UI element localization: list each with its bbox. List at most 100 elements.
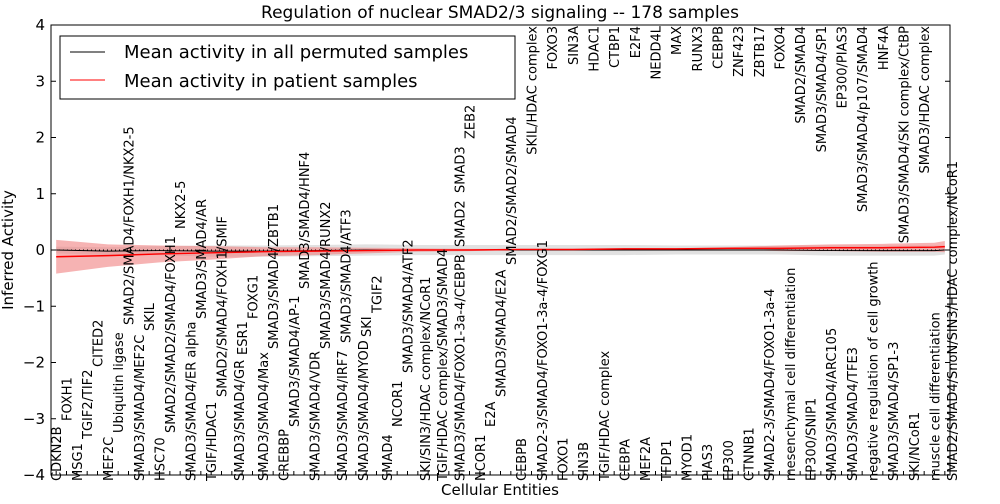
x-tick-label: SMAD3/SMAD4/HNF4 bbox=[298, 152, 313, 289]
y-tick-label: −2 bbox=[23, 354, 45, 372]
x-tick-label: SMAD3/SMAD4/MEF2C bbox=[133, 335, 148, 481]
x-tick-label: HNF4A bbox=[877, 26, 892, 70]
x-tick-label: SMAD3/SMAD4/ATF3 bbox=[340, 209, 355, 343]
x-tick-label: SMAD3/SMAD4/AP-1 bbox=[288, 296, 303, 427]
x-tick-label: SMAD3/SMAD4/ER alpha bbox=[185, 322, 200, 481]
x-tick-label: SMAD3/SMAD4/SP1 bbox=[815, 26, 830, 152]
x-tick-label: SKI/SIN3/HDAC complex/NCoR1 bbox=[419, 277, 434, 481]
x-tick-label: E2F4 bbox=[629, 26, 644, 58]
x-tick-label: NCOR1 bbox=[391, 381, 406, 427]
x-tick-label: CDKN2B bbox=[50, 426, 65, 481]
x-tick-label: SMAD2/SMAD4/FOXH1/NKX2-5 bbox=[123, 126, 138, 325]
legend: Mean activity in all permuted samples Me… bbox=[59, 35, 516, 100]
x-tick-label: CREBBP bbox=[278, 429, 293, 481]
x-tick-label: ESR1 bbox=[236, 321, 251, 355]
x-tick-label: negative regulation of cell growth bbox=[867, 261, 882, 481]
x-tick-labels: CDKN2B FOXH1 MSG1 TGIF2/TIF2 CITED2 MEF2C Ubiq… bbox=[50, 25, 961, 482]
x-tick-label: MYOD1 bbox=[681, 434, 696, 481]
x-tick-label: TGIF/HDAC1 bbox=[205, 402, 220, 482]
x-tick-label: SKI bbox=[360, 316, 375, 337]
y-tick-label: −4 bbox=[23, 466, 45, 484]
x-tick-label: EP300/SNIP1 bbox=[805, 398, 820, 481]
x-tick-label: CEBPB bbox=[712, 26, 727, 69]
legend-label-permuted: Mean activity in all permuted samples bbox=[124, 42, 468, 63]
y-tick-label: 0 bbox=[35, 241, 45, 259]
x-tick-label: SIN3A bbox=[567, 26, 582, 65]
x-tick-label: CEBPB bbox=[515, 438, 530, 481]
y-tick-label: 1 bbox=[35, 185, 45, 203]
x-tick-label: HDAC1 bbox=[588, 26, 603, 72]
x-tick-label: SKIL bbox=[143, 302, 158, 331]
x-tick-label: SMAD3/SMAD4/ARC105 bbox=[825, 328, 840, 481]
x-tick-label: EP300/PIAS3 bbox=[836, 26, 851, 108]
x-tick-label: NEDD4L bbox=[650, 25, 665, 79]
x-tick-label: CTNNB1 bbox=[743, 427, 758, 481]
y-tick-label: 3 bbox=[35, 72, 45, 90]
x-tick-label: SMAD3/SMAD4/VDR bbox=[309, 351, 324, 481]
legend-label-patient: Mean activity in patient samples bbox=[124, 71, 418, 92]
x-tick-label: EP300 bbox=[722, 440, 737, 481]
x-tick-label: SMAD3/SMAD4/GR bbox=[233, 360, 248, 481]
x-tick-label: SMAD2 bbox=[454, 200, 469, 247]
x-tick-label: E2A bbox=[484, 402, 499, 427]
x-tick-label: SMAD2/SMAD4/FOXH1/SMIF bbox=[216, 216, 231, 397]
x-tick-label: ZEB2 bbox=[464, 105, 479, 139]
x-tick-label: PIAS3 bbox=[701, 444, 716, 481]
x-tick-label: SMAD3/SMAD4/MYOD bbox=[357, 340, 372, 481]
x-tick-label: SMAD3/SMAD4/AR bbox=[195, 199, 210, 319]
x-tick-label: FOXH1 bbox=[61, 377, 76, 421]
x-tick-label: SMAD3/SMAD4/TFE3 bbox=[846, 347, 861, 481]
x-tick-label: SMAD3 bbox=[454, 146, 469, 193]
x-tick-label: SIN3B bbox=[577, 442, 592, 481]
x-tick-label: CITED2 bbox=[92, 320, 107, 367]
x-tick-label: NKX2-5 bbox=[174, 181, 189, 229]
y-tick-label: −3 bbox=[23, 410, 45, 428]
x-tick-label: RUNX3 bbox=[691, 26, 706, 71]
chart-title: Regulation of nuclear SMAD2/3 signaling … bbox=[261, 3, 739, 23]
x-tick-label: TGIF2 bbox=[371, 275, 386, 314]
x-tick-label: FOXO1 bbox=[557, 438, 572, 481]
x-tick-label: FOXO4 bbox=[774, 26, 789, 69]
x-tick-label: FOXO3 bbox=[546, 26, 561, 69]
x-tick-label: MEF2C bbox=[102, 437, 117, 481]
x-tick-label: SMAD3/HDAC complex bbox=[918, 26, 933, 174]
x-tick-label: SMAD3/SMAD4/SP1-3 bbox=[887, 342, 902, 481]
x-tick-label: SMAD3/SMAD4/p107/SMAD4 bbox=[856, 26, 871, 212]
x-tick-label: SMAD3/SMAD4/E2A bbox=[495, 269, 510, 397]
x-tick-label: SMAD2/SMAD4 bbox=[794, 26, 809, 124]
x-tick-label: TGIF2/TIF2 bbox=[81, 369, 96, 440]
x-tick-label: SMAD2/SMAD2/SMAD4 bbox=[505, 116, 520, 265]
x-tick-label: FOXG1 bbox=[247, 275, 262, 319]
x-tick-label: TGIF/HDAC complex/SMAD3/SMAD4 bbox=[436, 249, 451, 482]
y-tick-label: −1 bbox=[23, 297, 45, 315]
x-tick-label: MSG1 bbox=[71, 443, 86, 481]
x-tick-label: SMAD3/SMAD4/IRF7 bbox=[336, 350, 351, 481]
x-tick-label: TFDP1 bbox=[660, 439, 675, 482]
x-tick-label: ZBTB17 bbox=[753, 26, 768, 77]
y-tick-label: 4 bbox=[35, 16, 45, 34]
x-tick-label: SMAD2/SMAD4/SnoN/SIN3/HDAC complex/NCoR1 bbox=[946, 161, 961, 481]
x-tick-label: muscle cell differentiation bbox=[929, 312, 944, 481]
line-patient bbox=[56, 245, 945, 258]
x-tick-label: mesenchymal cell differentiation bbox=[784, 268, 799, 481]
x-tick-label: SMAD4 bbox=[381, 434, 396, 481]
x-tick-label: HSC70 bbox=[154, 437, 169, 481]
x-tick-label: SMAD3/SMAD4/Max bbox=[257, 352, 272, 481]
x-tick-label: MEF2A bbox=[639, 437, 654, 481]
x-tick-label: SMAD2-3/SMAD4/FOXO1-3a-4/FOXG1 bbox=[536, 240, 551, 481]
x-tick-label: ZNF423 bbox=[732, 26, 747, 77]
x-tick-label: SMAD3/SMAD4/SKI complex/CtBP bbox=[898, 26, 913, 243]
x-tick-label: SKI/NCoR1 bbox=[908, 412, 923, 481]
x-tick-label: SMAD2-3/SMAD4/FOXO1-3a-4 bbox=[763, 289, 778, 481]
x-tick-label: SKIL/HDAC complex bbox=[526, 26, 541, 155]
x-tick-label: SMAD3/SMAD4/ATF2 bbox=[402, 239, 417, 373]
x-tick-label: SMAD3/SMAD4/RUNX2 bbox=[319, 202, 334, 350]
y-tick-label: 2 bbox=[35, 129, 45, 147]
x-tick-label: SMAD3/SMAD4/ZBTB1 bbox=[267, 204, 282, 349]
x-tick-label: CTBP1 bbox=[608, 26, 623, 68]
plot-area: −4 −3 −2 −1 0 1 2 3 4 bbox=[23, 16, 951, 484]
x-tick-label: NCOR1 bbox=[474, 435, 489, 481]
x-tick-label: SMAD3/SMAD4/FOXO1-3a-4/CEBPB bbox=[454, 254, 469, 481]
y-axis-label: Inferred Activity bbox=[0, 190, 17, 310]
